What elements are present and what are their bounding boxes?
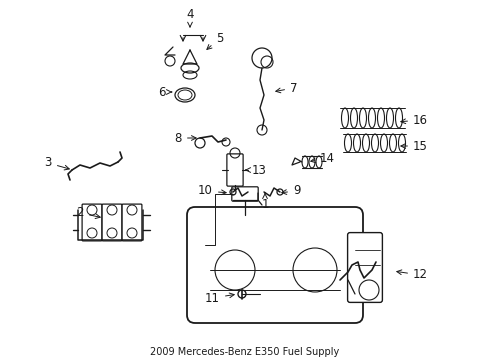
Text: 7: 7 xyxy=(275,81,297,94)
Text: 2009 Mercedes-Benz E350 Fuel Supply: 2009 Mercedes-Benz E350 Fuel Supply xyxy=(149,347,339,357)
FancyBboxPatch shape xyxy=(122,204,142,241)
Text: 8: 8 xyxy=(174,131,196,144)
Text: 15: 15 xyxy=(400,139,427,153)
Text: 16: 16 xyxy=(400,113,427,126)
Text: 4: 4 xyxy=(186,8,193,27)
FancyBboxPatch shape xyxy=(102,204,122,241)
Text: 11: 11 xyxy=(204,292,234,305)
Text: 1: 1 xyxy=(261,193,268,211)
Text: 14: 14 xyxy=(310,152,334,165)
Text: 5: 5 xyxy=(206,31,223,49)
Text: 13: 13 xyxy=(245,163,266,176)
Text: 2: 2 xyxy=(76,207,100,220)
FancyBboxPatch shape xyxy=(82,204,102,241)
Text: 3: 3 xyxy=(44,157,69,170)
FancyBboxPatch shape xyxy=(347,233,382,302)
Text: 12: 12 xyxy=(396,269,427,282)
FancyBboxPatch shape xyxy=(226,154,243,186)
FancyBboxPatch shape xyxy=(231,187,258,201)
Text: 10: 10 xyxy=(198,184,225,198)
FancyBboxPatch shape xyxy=(186,207,362,323)
Text: 6: 6 xyxy=(158,85,171,99)
Text: 9: 9 xyxy=(281,184,300,198)
